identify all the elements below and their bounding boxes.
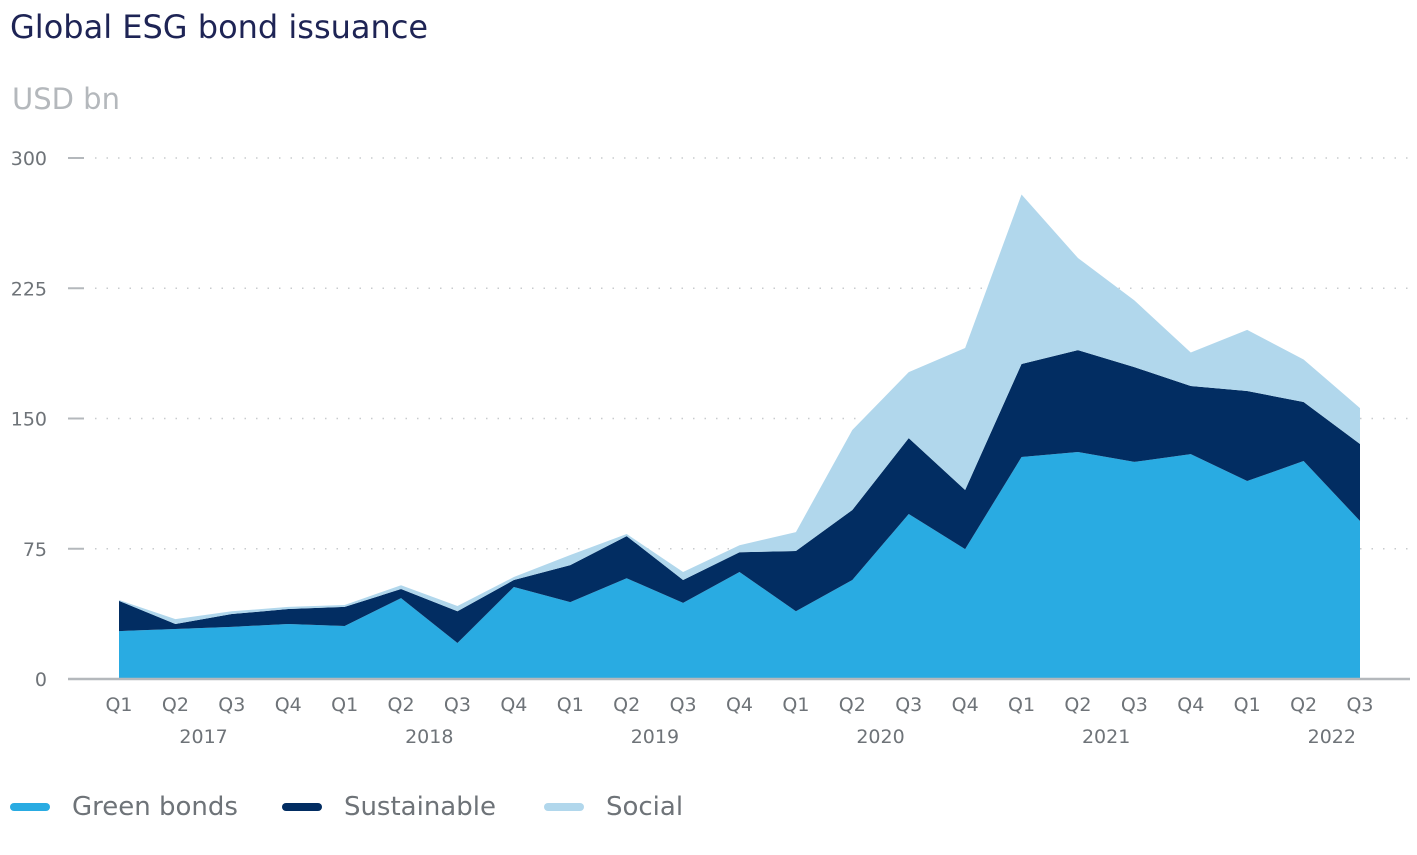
legend-label: Social (605, 792, 684, 822)
x-tick-label: Q3 (1346, 694, 1373, 716)
year-label: 2017 (179, 726, 227, 748)
x-tick-label: Q3 (444, 694, 471, 716)
y-axis-unit-label: USD bn (12, 82, 120, 116)
y-tick-label: 0 (35, 669, 47, 691)
legend-swatch (543, 803, 584, 811)
legend-item-sustainable: Sustainable (281, 792, 496, 822)
x-tick-label: Q3 (218, 694, 245, 716)
year-label: 2022 (1308, 726, 1356, 748)
x-tick-label: Q4 (952, 694, 979, 716)
x-tick-label: Q2 (162, 694, 189, 716)
year-label: 2018 (405, 726, 453, 748)
x-tick-label: Q2 (839, 694, 866, 716)
x-tick-label: Q4 (275, 694, 302, 716)
area-sustainable (119, 350, 1360, 644)
x-tick-label: Q1 (105, 694, 132, 716)
x-tick-label: Q3 (1121, 694, 1148, 716)
y-tick-label: 225 (11, 278, 47, 300)
x-tick-label: Q1 (557, 694, 584, 716)
x-tick-label: Q1 (1234, 694, 1261, 716)
x-tick-label: Q3 (895, 694, 922, 716)
x-tick-label: Q2 (1064, 694, 1091, 716)
x-tick-label: Q1 (782, 694, 809, 716)
x-tick-label: Q3 (670, 694, 697, 716)
year-label: 2020 (856, 726, 904, 748)
legend-label: Green bonds (72, 792, 238, 822)
legend-item-green-bonds: Green bonds (10, 792, 238, 822)
year-label: 2019 (631, 726, 679, 748)
x-tick-label: Q4 (500, 694, 527, 716)
chart-title: Global ESG bond issuance (10, 8, 429, 46)
legend-item-social: Social (543, 792, 684, 822)
x-tick-label: Q2 (1290, 694, 1317, 716)
x-tick-label: Q2 (613, 694, 640, 716)
y-tick-label: 150 (11, 409, 47, 431)
year-label: 2021 (1082, 726, 1130, 748)
area-green-bonds (119, 452, 1360, 679)
x-tick-label: Q4 (726, 694, 753, 716)
area-social (119, 194, 1360, 624)
x-tick-label: Q1 (1008, 694, 1035, 716)
x-tick-label: Q2 (388, 694, 415, 716)
y-tick-label: 75 (23, 539, 47, 561)
y-tick-label: 300 (11, 148, 47, 170)
legend-label: Sustainable (343, 792, 496, 822)
legend-swatch (281, 803, 322, 811)
legend-swatch (10, 803, 50, 811)
x-tick-label: Q4 (1177, 694, 1204, 716)
x-tick-label: Q1 (331, 694, 358, 716)
legend: Green bonds Sustainable Social (10, 792, 731, 822)
